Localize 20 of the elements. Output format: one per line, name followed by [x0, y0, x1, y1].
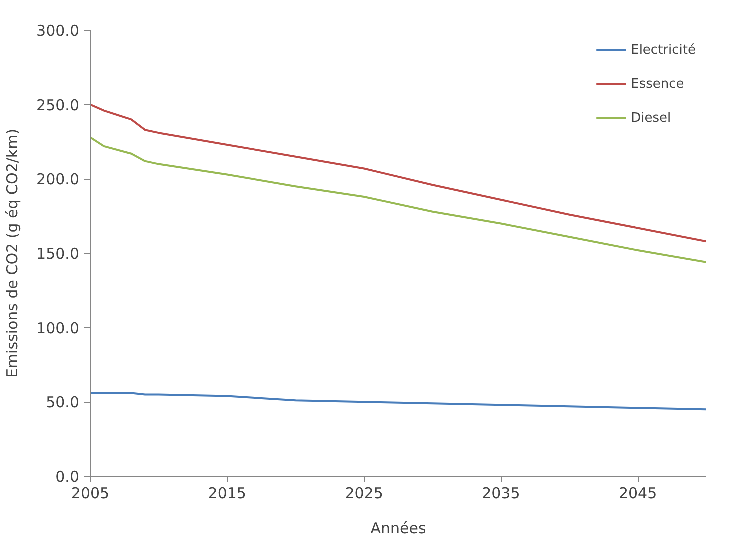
x-tick-label: 2025: [345, 484, 384, 502]
y-tick-label: 200.0: [36, 170, 80, 189]
legend-label: Diesel: [631, 110, 672, 126]
x-tick-label: 2005: [71, 484, 110, 502]
y-tick-label: 50.0: [46, 394, 80, 412]
line-series: [90, 104, 706, 243]
x-tick-label: 2015: [208, 484, 246, 502]
line-series: [90, 392, 706, 411]
y-tick-label: 300.0: [36, 22, 80, 40]
y-tick-label: 150.0: [36, 245, 80, 263]
y-tick-label: 250.0: [36, 96, 80, 114]
y-axis-title: Emissions de CO2 (g éq CO2/km): [4, 128, 22, 378]
line-series: [90, 136, 706, 264]
legend-label: Electricité: [631, 42, 696, 58]
y-tick-label: 100.0: [36, 319, 80, 338]
legend-label: Essence: [631, 76, 684, 92]
y-tick-label: 0.0: [56, 468, 80, 486]
x-axis-title: Années: [370, 520, 426, 538]
x-tick-label: 2045: [618, 484, 658, 502]
x-tick-label: 2035: [482, 484, 520, 502]
